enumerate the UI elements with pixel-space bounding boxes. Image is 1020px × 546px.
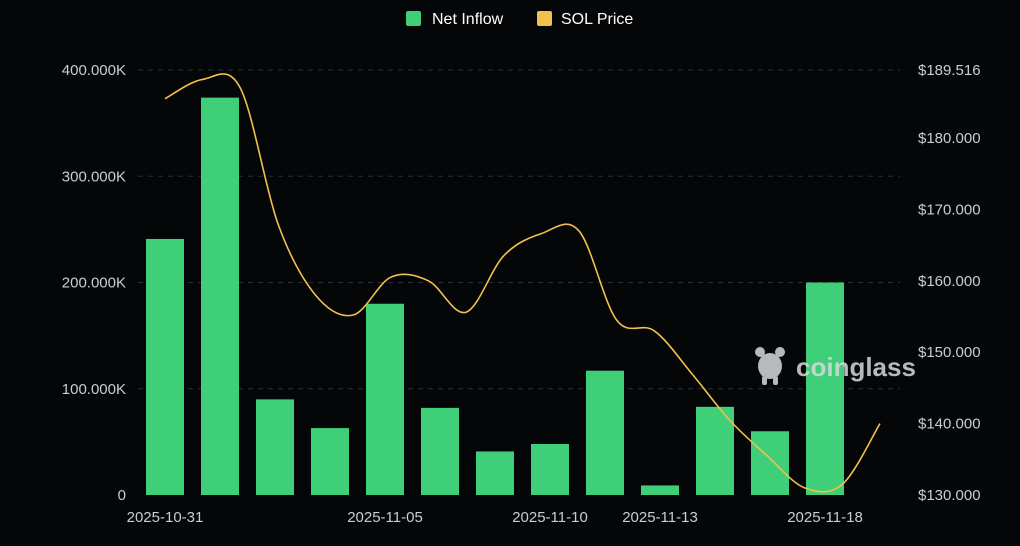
bar-net-inflow[interactable] xyxy=(421,407,459,495)
right-axis-ticks: $130.000 $140.000 $150.000 $160.000 $170.000… xyxy=(918,62,981,504)
bar-net-inflow[interactable] xyxy=(531,444,569,495)
bar-net-inflow[interactable] xyxy=(256,399,294,495)
left-axis-tick-label: 300.000K xyxy=(62,168,126,185)
bar-net-inflow[interactable] xyxy=(806,282,844,496)
right-axis-tick-label: $140.000 xyxy=(918,416,981,433)
x-axis-tick-label: 2025-11-13 xyxy=(622,509,698,526)
legend-label-net-inflow: Net Inflow xyxy=(432,11,504,28)
x-axis-tick-label: 2025-11-05 xyxy=(347,509,423,526)
grid-lines xyxy=(138,69,900,390)
left-axis-tick-label: 200.000K xyxy=(62,275,126,292)
bar-net-inflow[interactable] xyxy=(311,428,349,495)
sol-price-line xyxy=(164,73,881,493)
x-axis-tick-label: 2025-10-31 xyxy=(127,509,204,526)
x-axis-tick-label: 2025-11-18 xyxy=(787,509,863,526)
right-axis-tick-label: $180.000 xyxy=(918,130,981,147)
right-axis-tick-label: $170.000 xyxy=(918,201,981,218)
x-axis-tick-label: 2025-11-10 xyxy=(512,509,588,526)
bar-net-inflow[interactable] xyxy=(696,406,734,495)
legend-swatch-net-inflow xyxy=(406,11,421,26)
bar-net-inflow[interactable] xyxy=(586,370,624,495)
bar-net-inflow[interactable] xyxy=(366,303,404,495)
legend-item-net-inflow[interactable]: Net Inflow xyxy=(406,11,504,28)
bar-net-inflow[interactable] xyxy=(201,97,239,495)
right-axis-tick-label: $130.000 xyxy=(918,487,981,504)
bar-net-inflow[interactable] xyxy=(751,431,789,495)
left-axis-tick-label: 400.000K xyxy=(62,62,126,79)
left-axis-ticks: 0 100.000K 200.000K 300.000K 400.000K xyxy=(62,62,126,504)
bar-net-inflow[interactable] xyxy=(641,485,679,495)
bars xyxy=(146,97,844,496)
left-axis-tick-label: 100.000K xyxy=(62,381,126,398)
legend-item-sol-price[interactable]: SOL Price xyxy=(537,11,633,28)
right-axis-tick-label: $150.000 xyxy=(918,344,981,361)
coinglass-logo-icon xyxy=(755,347,785,385)
right-axis-tick-label: $189.516 xyxy=(918,62,981,79)
right-axis-tick-label: $160.000 xyxy=(918,273,981,290)
coinglass-watermark: coinglass xyxy=(755,347,916,385)
legend-swatch-sol-price xyxy=(537,11,552,26)
legend-label-sol-price: SOL Price xyxy=(561,11,633,28)
legend: Net Inflow SOL Price xyxy=(406,11,633,28)
left-axis-tick-label: 0 xyxy=(118,487,126,504)
bar-net-inflow[interactable] xyxy=(476,451,514,495)
bar-net-inflow[interactable] xyxy=(146,238,184,495)
x-axis-ticks: 2025-10-31 2025-11-05 2025-11-10 2025-11-13… xyxy=(127,509,863,526)
watermark-text: coinglass xyxy=(796,352,916,382)
